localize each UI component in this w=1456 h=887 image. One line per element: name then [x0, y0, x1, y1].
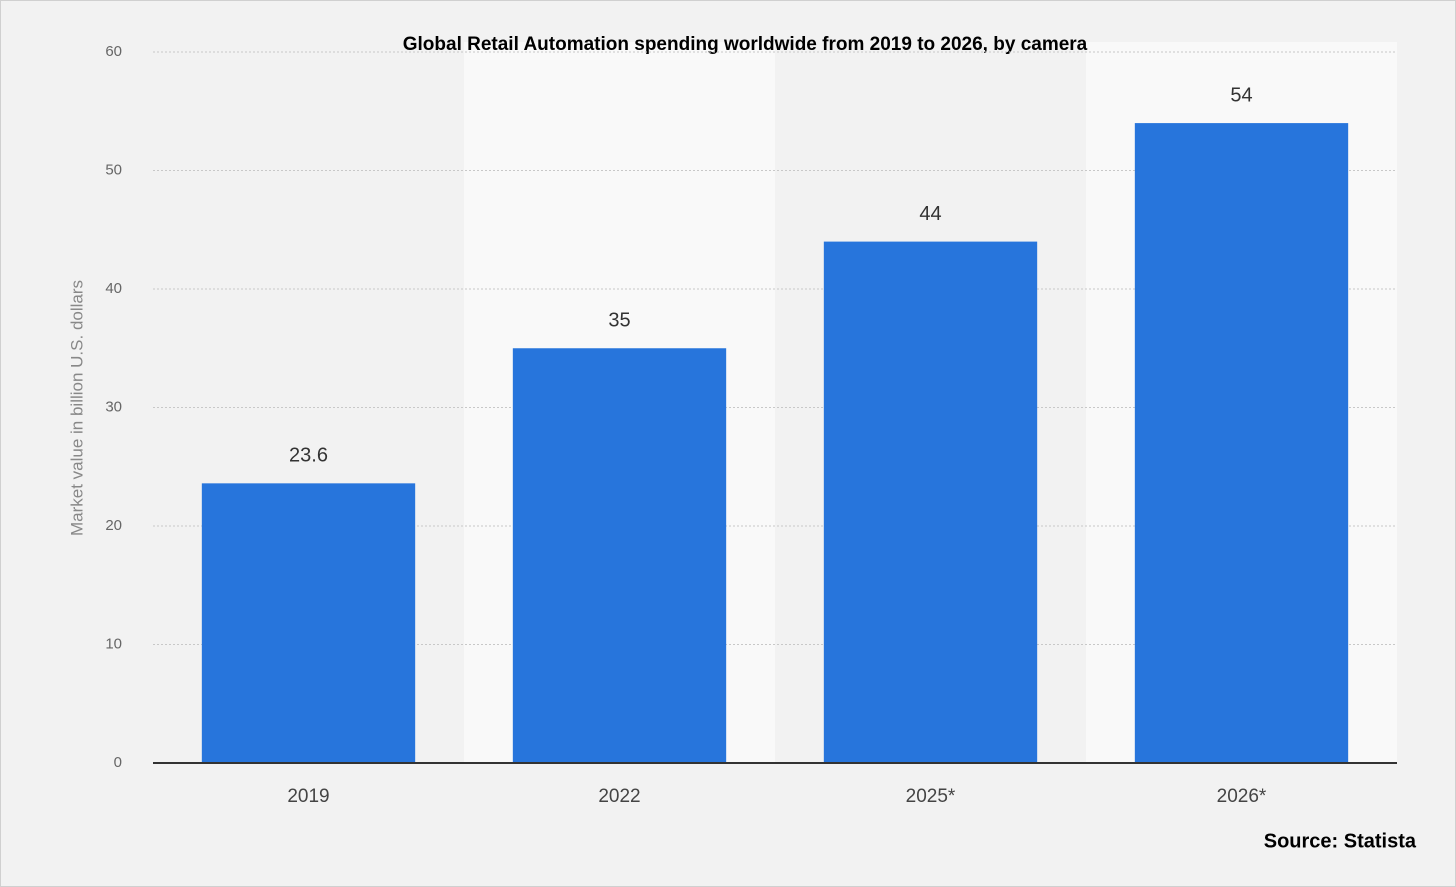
bar	[512, 348, 727, 763]
x-tick-label: 2026*	[1217, 786, 1267, 807]
y-tick-label: 50	[105, 161, 122, 178]
y-tick-label: 60	[105, 43, 122, 60]
chart-title: Global Retail Automation spending worldw…	[403, 34, 1088, 55]
y-tick-label: 10	[105, 635, 122, 652]
y-tick-label: 30	[105, 398, 122, 415]
value-label: 35	[608, 310, 630, 332]
bar	[823, 241, 1038, 764]
y-tick-label: 0	[114, 754, 122, 771]
source: Source: Statista	[1264, 830, 1417, 852]
value-label: 44	[919, 203, 941, 225]
x-tick-label: 2022	[598, 786, 640, 807]
y-axis-label: Market value in billion U.S. dollars	[67, 280, 86, 536]
x-tick-label: 2025*	[906, 786, 956, 807]
bar	[1134, 123, 1349, 764]
x-tick-label: 2019	[287, 786, 329, 807]
y-tick-label: 40	[105, 280, 122, 297]
value-label: 54	[1230, 84, 1252, 106]
bar	[201, 483, 416, 763]
y-tick-label: 20	[105, 517, 122, 534]
value-label: 23.6	[289, 445, 328, 467]
